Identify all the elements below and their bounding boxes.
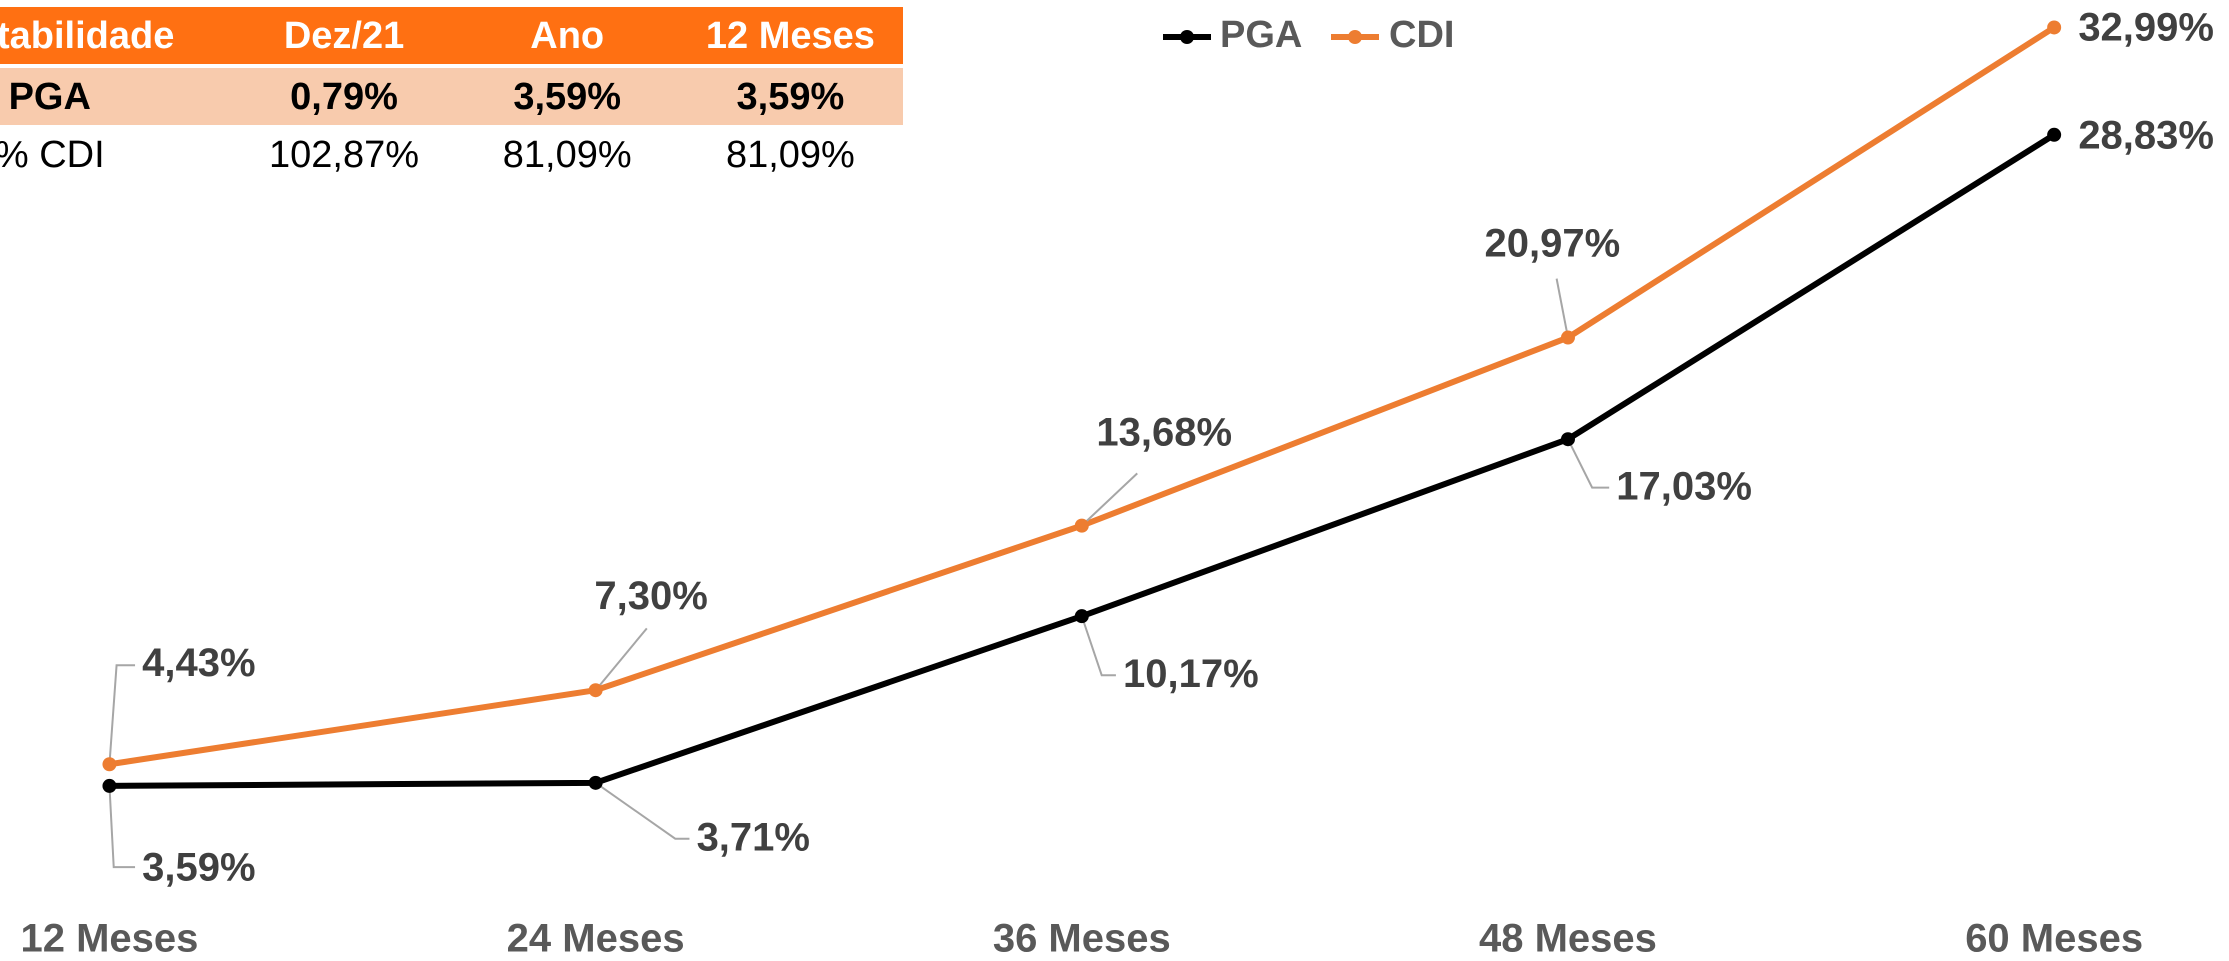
leader-line xyxy=(1081,472,1138,527)
table-header: Ano xyxy=(530,15,604,57)
data-label: 7,30% xyxy=(594,574,707,618)
data-label: 17,03% xyxy=(1616,465,1752,509)
series-line xyxy=(109,132,2056,789)
leader-line xyxy=(108,785,136,869)
data-label: 10,17% xyxy=(1123,652,1259,696)
x-tick-label: 12 Meses xyxy=(20,917,198,961)
data-label: 4,43% xyxy=(142,641,255,685)
marker xyxy=(588,775,603,790)
table-cell: 3,59% xyxy=(513,76,621,118)
marker xyxy=(1560,432,1575,447)
table-cell: 81,09% xyxy=(503,134,632,176)
marker xyxy=(1560,330,1575,345)
x-tick-label: 36 Meses xyxy=(993,917,1171,961)
table-cell: % CDI xyxy=(0,134,105,176)
table-cell: 102,87% xyxy=(269,134,419,176)
legend-label: PGA xyxy=(1220,14,1302,56)
table-header-bg xyxy=(0,7,903,64)
leader-line xyxy=(1080,615,1116,677)
data-label: 20,97% xyxy=(1485,221,1621,265)
legend-marker xyxy=(1180,30,1194,44)
marker xyxy=(1074,518,1089,533)
legend-label: CDI xyxy=(1389,14,1454,56)
x-tick-label: 24 Meses xyxy=(507,917,685,961)
table-row-bg xyxy=(0,68,903,125)
marker xyxy=(2047,20,2062,35)
table-cell: 81,09% xyxy=(726,134,855,176)
table-cell: 0,79% xyxy=(290,76,398,118)
table-cell: PGA xyxy=(9,76,91,118)
data-label: 3,59% xyxy=(142,846,255,890)
marker xyxy=(102,778,117,793)
table-header: 12 Meses xyxy=(706,15,875,57)
leader-line xyxy=(1555,278,1569,338)
marker xyxy=(588,683,603,698)
x-tick-label: 48 Meses xyxy=(1479,917,1657,961)
data-label: 28,83% xyxy=(2078,113,2214,157)
table-cell: 3,59% xyxy=(737,76,845,118)
table-header: Rentabilidade xyxy=(0,15,174,57)
marker xyxy=(2047,127,2062,142)
data-label: 32,99% xyxy=(2078,5,2214,49)
leader-line xyxy=(595,781,690,840)
marker xyxy=(102,757,117,772)
marker xyxy=(1074,609,1089,624)
leader-line xyxy=(108,664,136,765)
x-tick-label: 60 Meses xyxy=(1965,917,2143,961)
leader-line xyxy=(594,627,648,691)
leader-line xyxy=(1567,438,1610,489)
table-header: Dez/21 xyxy=(284,15,404,57)
legend-marker xyxy=(1348,30,1362,44)
data-label: 3,71% xyxy=(697,816,810,860)
data-label: 13,68% xyxy=(1096,411,1232,455)
